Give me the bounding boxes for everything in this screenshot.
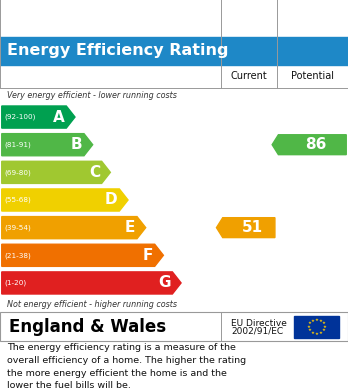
Text: (81-91): (81-91) [4,142,31,148]
Polygon shape [2,272,181,294]
Text: D: D [105,192,118,208]
Text: 51: 51 [242,220,263,235]
Text: ★: ★ [311,319,315,323]
Text: ★: ★ [307,325,311,329]
Text: EU Directive: EU Directive [231,319,287,328]
Bar [0,0,348,88]
Text: G: G [158,275,171,291]
Bar [0,37,348,65]
Text: ★: ★ [311,331,315,335]
Text: E: E [125,220,135,235]
Text: ★: ★ [318,331,323,335]
Text: ★: ★ [321,328,325,332]
Text: England & Wales: England & Wales [9,317,166,336]
Text: ★: ★ [321,321,325,325]
Text: (21-38): (21-38) [4,252,31,258]
Text: Very energy efficient - lower running costs: Very energy efficient - lower running co… [7,91,177,100]
Polygon shape [2,106,75,128]
Text: (1-20): (1-20) [4,280,26,286]
Polygon shape [272,135,346,155]
Text: (55-68): (55-68) [4,197,31,203]
Polygon shape [2,134,93,156]
Polygon shape [2,189,128,211]
Text: The energy efficiency rating is a measure of the
overall efficiency of a home. T: The energy efficiency rating is a measur… [7,343,246,391]
Text: ★: ★ [308,328,312,332]
Text: Potential: Potential [291,71,334,81]
Text: F: F [143,248,153,263]
Text: (69-80): (69-80) [4,169,31,176]
Polygon shape [216,218,275,238]
Polygon shape [2,217,146,239]
Bar [294,316,339,338]
Text: A: A [53,109,65,125]
Text: B: B [71,137,82,152]
Text: Energy Efficiency Rating: Energy Efficiency Rating [7,43,228,58]
Text: 2002/91/EC: 2002/91/EC [231,326,284,335]
Text: (39-54): (39-54) [4,224,31,231]
Text: Not energy efficient - higher running costs: Not energy efficient - higher running co… [7,300,177,309]
Text: ★: ★ [315,317,319,322]
Text: ★: ★ [318,319,323,323]
Text: 86: 86 [305,137,326,152]
Text: C: C [89,165,100,180]
Text: ★: ★ [308,321,312,325]
Text: (92-100): (92-100) [4,114,35,120]
Polygon shape [2,244,164,266]
Text: ★: ★ [315,332,319,336]
Bar [0,312,348,341]
Polygon shape [2,161,110,183]
Text: Current: Current [230,71,267,81]
Text: ★: ★ [322,325,326,329]
